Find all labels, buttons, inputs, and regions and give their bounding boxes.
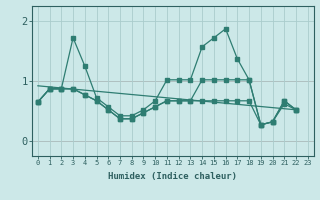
X-axis label: Humidex (Indice chaleur): Humidex (Indice chaleur) [108, 172, 237, 181]
